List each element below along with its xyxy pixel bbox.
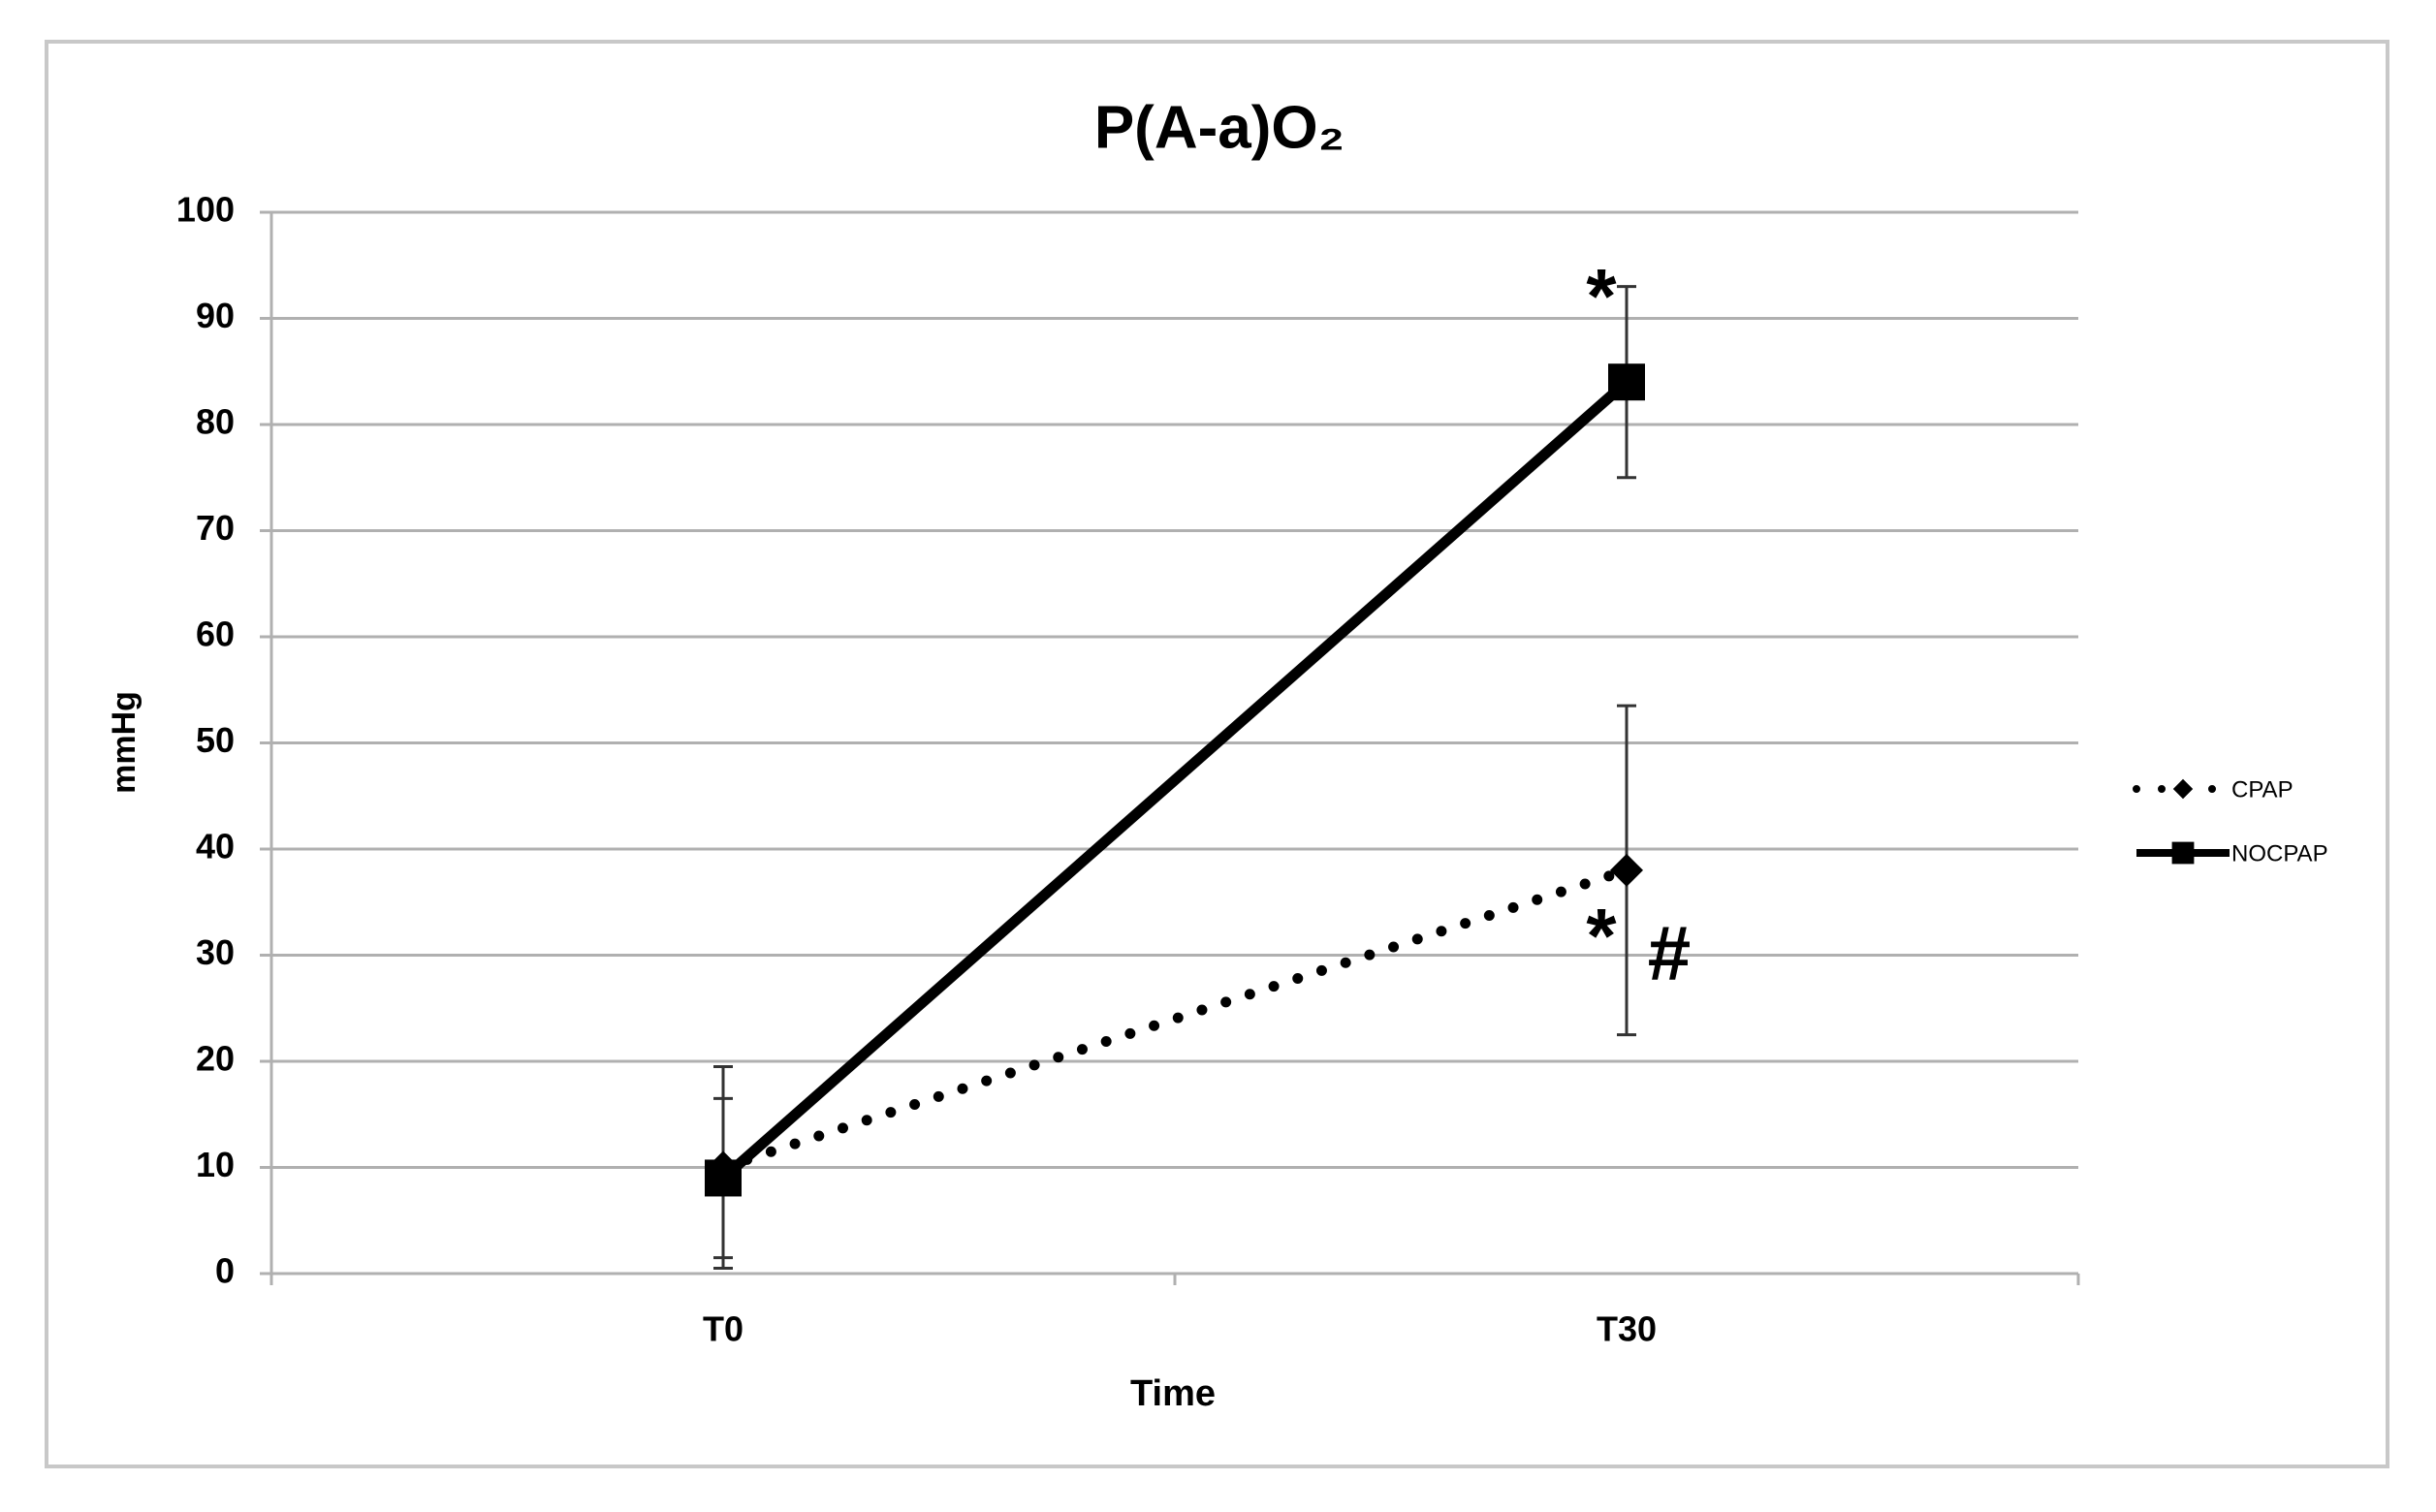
annotation: # <box>1648 910 1692 996</box>
series-line <box>717 865 1632 1173</box>
x-axis-label: Time <box>1130 1373 1216 1414</box>
y-tick-label: 0 <box>215 1251 235 1291</box>
data-point <box>705 1159 742 1197</box>
y-tick-label: 80 <box>196 402 235 442</box>
y-axis-label: mmHg <box>106 691 142 794</box>
y-tick-label: 60 <box>196 614 235 654</box>
data-point <box>1610 853 1643 887</box>
y-tick-label: 70 <box>196 508 235 548</box>
y-tick-label: 30 <box>196 932 235 972</box>
annotation: * <box>1586 893 1617 979</box>
annotation: * <box>1586 253 1617 339</box>
y-tick-label: 50 <box>196 720 235 760</box>
chart-frame <box>45 40 2389 1468</box>
y-tick-label: 10 <box>196 1145 235 1184</box>
legend-label: CPAP <box>2231 776 2294 803</box>
legend-marker <box>2171 841 2195 865</box>
y-tick-label: 90 <box>196 296 235 335</box>
x-tick-label: T30 <box>1597 1309 1657 1349</box>
y-tick-label: 20 <box>196 1039 235 1079</box>
y-tick-label: 100 <box>176 190 235 230</box>
chart-title: P(A-a)O₂ <box>1094 94 1345 161</box>
series-line <box>719 378 1630 1182</box>
legend-label: NOCPAP <box>2231 840 2328 866</box>
y-tick-label: 40 <box>196 827 235 866</box>
x-tick-label: T0 <box>703 1309 743 1349</box>
data-point <box>1608 363 1645 401</box>
